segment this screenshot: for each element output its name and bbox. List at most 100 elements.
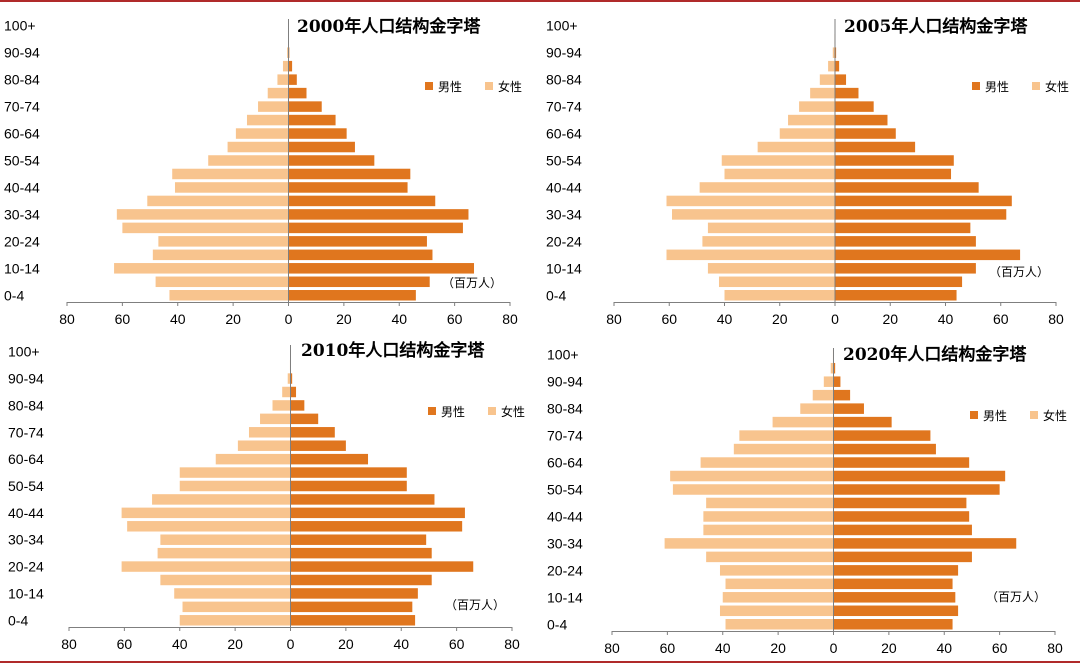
x-tick-label: 80	[502, 311, 518, 327]
bar-female-80-84	[800, 403, 834, 414]
x-tick-label: 80	[504, 636, 520, 652]
bar-female-5-9	[155, 276, 289, 288]
bar-female-60-64	[700, 457, 834, 468]
pyramid-2020: 80 60 40 20 0 20 40 60 80 100+ 90-94 80-84 70-74 60-6…	[547, 344, 1067, 656]
bottom-border	[0, 661, 1080, 663]
bar-male-65-69	[288, 114, 336, 126]
x-tick-label: 60	[449, 636, 465, 652]
bar-male-50-54	[835, 155, 954, 166]
x-tick-label: 20	[881, 640, 897, 656]
bar-female-15-19	[725, 578, 834, 590]
pyramid-2000: 80 60 40 20 0 20 40 60 80 100+ 90-94 80-84 70-74 60-6…	[4, 16, 522, 327]
bar-female-45-49	[724, 168, 835, 180]
y-tick-label: 30-34	[546, 206, 582, 222]
bar-female-5-9	[182, 601, 291, 613]
bar-female-25-29	[122, 222, 289, 234]
y-tick-label: 100+	[547, 347, 579, 363]
legend-female-label: 女性	[1045, 79, 1069, 94]
bar-female-65-69	[237, 440, 291, 451]
bar-male-80-84	[290, 400, 305, 411]
bar-male-65-69	[833, 443, 936, 455]
chart-title: 2010年人口结构金字塔	[301, 340, 485, 361]
bar-male-95-99	[833, 362, 836, 374]
y-tick-label: 10-14	[546, 260, 582, 276]
bar-female-5-9	[718, 276, 836, 288]
bar-female-40-44	[121, 507, 291, 519]
x-tick-label: 40	[170, 311, 186, 327]
pyramid-2005: 80 60 40 20 0 20 40 60 80 100+ 90-94 80-84 70-74 60-6…	[546, 16, 1069, 327]
y-tick-label: 40-44	[8, 505, 44, 521]
bar-male-35-39	[288, 195, 436, 207]
bar-male-45-49	[288, 168, 411, 180]
bar-female-55-59	[757, 141, 835, 153]
bar-male-40-44	[833, 511, 970, 522]
y-tick-label: 10-14	[4, 260, 40, 276]
bar-female-20-24	[158, 236, 289, 247]
bar-male-55-59	[288, 141, 355, 153]
bar-female-30-34	[116, 209, 289, 220]
bar-female-0-4	[724, 290, 835, 301]
y-tick-label: 50-54	[8, 478, 44, 494]
bar-male-80-84	[835, 74, 847, 85]
bar-male-5-9	[835, 276, 963, 288]
x-tick-label: 20	[770, 640, 786, 656]
y-tick-label: 100+	[8, 344, 40, 360]
bar-female-0-4	[725, 619, 834, 630]
bar-male-50-54	[833, 484, 1000, 495]
y-tick-label: 90-94	[8, 371, 44, 387]
x-tick-label: 20	[882, 311, 898, 327]
bar-male-65-69	[835, 114, 888, 126]
bar-male-40-44	[835, 182, 979, 193]
bar-male-70-74	[833, 430, 931, 441]
legend-male-label: 男性	[985, 80, 1009, 94]
y-tick-label: 70-74	[546, 99, 582, 115]
chart-title: 2000年人口结构金字塔	[297, 16, 481, 37]
legend-male-label: 男性	[983, 409, 1007, 423]
legend-male-label: 男性	[438, 80, 462, 94]
bar-male-70-74	[290, 427, 335, 438]
bar-male-20-24	[290, 561, 474, 572]
x-tick-label: 0	[287, 636, 295, 652]
bar-male-50-54	[288, 155, 375, 166]
bar-female-10-14	[707, 263, 835, 274]
bar-male-55-59	[833, 470, 1006, 482]
chart-title: 2020年人口结构金字塔	[843, 344, 1027, 365]
legend-female-label: 女性	[501, 404, 525, 419]
bar-female-10-14	[722, 592, 834, 603]
bar-female-80-84	[272, 400, 291, 411]
bar-male-15-19	[833, 578, 953, 590]
bar-male-60-64	[288, 128, 347, 139]
bar-male-70-74	[288, 101, 322, 112]
bar-female-15-19	[666, 249, 835, 261]
y-tick-label: 90-94	[547, 374, 583, 390]
y-tick-label: 50-54	[546, 153, 582, 169]
bar-female-15-19	[152, 249, 289, 261]
bar-male-0-4	[288, 290, 416, 301]
bar-female-75-79	[772, 416, 834, 428]
y-tick-label: 70-74	[547, 428, 583, 444]
y-tick-label: 30-34	[4, 206, 40, 222]
pyramid-2010: 80 60 40 20 0 20 40 60 80 100+ 90-94 80-84 70-74 60-6…	[8, 340, 525, 652]
bar-male-75-79	[290, 413, 319, 425]
bar-female-10-14	[174, 588, 291, 599]
y-tick-label: 60-64	[546, 126, 582, 142]
legend-female-label: 女性	[1043, 408, 1067, 423]
x-tick-label: 80	[59, 311, 75, 327]
legend-male-swatch	[425, 82, 433, 90]
bar-male-15-19	[290, 574, 432, 586]
y-tick-label: 30-34	[8, 532, 44, 548]
bar-male-0-4	[290, 615, 416, 626]
bar-male-60-64	[833, 457, 970, 468]
bar-male-60-64	[835, 128, 896, 139]
y-tick-label: 60-64	[547, 455, 583, 471]
bar-female-70-74	[248, 427, 291, 438]
y-tick-label: 10-14	[8, 585, 44, 601]
bar-female-35-39	[147, 195, 289, 207]
y-tick-label: 100+	[4, 18, 36, 34]
chart-title: 2005年人口结构金字塔	[844, 16, 1028, 37]
x-tick-label: 40	[938, 311, 954, 327]
bar-female-50-54	[179, 480, 291, 492]
y-tick-label: 40-44	[4, 180, 40, 196]
legend-female-swatch	[1030, 411, 1038, 419]
